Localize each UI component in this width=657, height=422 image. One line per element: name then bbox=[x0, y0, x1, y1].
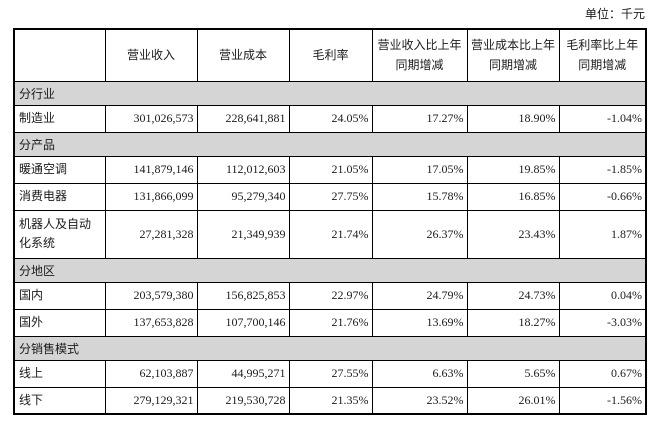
cell-margin: 27.55% bbox=[288, 359, 373, 388]
row-label: 消费电器 bbox=[13, 182, 106, 211]
cell-revenue: 141,879,146 bbox=[104, 155, 198, 184]
cell-cost-yoy: 18.27% bbox=[466, 308, 560, 337]
cell-revenue: 27,281,328 bbox=[104, 209, 198, 259]
cell-margin: 27.75% bbox=[288, 182, 373, 211]
cell-cost: 219,530,728 bbox=[196, 386, 290, 415]
row-label: 制造业 bbox=[13, 104, 106, 133]
table-row-manufacturing: 制造业 301,026,573 228,641,881 24.05% 17.27… bbox=[13, 104, 647, 133]
cell-cost: 44,995,271 bbox=[196, 359, 290, 388]
section-title: 分产品 bbox=[13, 131, 647, 157]
table-row-overseas: 国外 137,653,828 107,700,146 21.76% 13.69%… bbox=[13, 308, 647, 337]
cell-cost-yoy: 16.85% bbox=[466, 182, 560, 211]
table-row-hvac: 暖通空调 141,879,146 112,012,603 21.05% 17.0… bbox=[13, 155, 647, 184]
cell-margin-yoy: 0.04% bbox=[558, 281, 647, 310]
cell-margin-yoy: -3.03% bbox=[558, 308, 647, 337]
section-header-row-industry: 分行业 bbox=[13, 80, 647, 106]
header-margin-yoy: 毛利率比上年同期增减 bbox=[558, 28, 647, 82]
cell-revenue: 203,579,380 bbox=[104, 281, 198, 310]
cell-cost: 21,349,939 bbox=[196, 209, 290, 259]
segment-report-table: 营业收入 营业成本 毛利率 营业收入比上年同期增减 营业成本比上年同期增减 毛利… bbox=[13, 28, 647, 415]
row-label: 机器人及自动化系统 bbox=[13, 209, 106, 259]
cell-margin-yoy: -0.66% bbox=[558, 182, 647, 211]
cell-cost: 112,012,603 bbox=[196, 155, 290, 184]
cell-revenue-yoy: 24.79% bbox=[371, 281, 468, 310]
cell-revenue: 301,026,573 bbox=[104, 104, 198, 133]
cell-margin: 21.74% bbox=[288, 209, 373, 259]
header-corner-cell bbox=[13, 28, 106, 82]
cell-cost: 107,700,146 bbox=[196, 308, 290, 337]
row-label: 线下 bbox=[13, 386, 106, 415]
row-label: 国外 bbox=[13, 308, 106, 337]
section-header-row-region: 分地区 bbox=[13, 257, 647, 283]
cell-cost: 95,279,340 bbox=[196, 182, 290, 211]
table-row-offline: 线下 279,129,321 219,530,728 21.35% 23.52%… bbox=[13, 386, 647, 415]
cell-margin-yoy: 1.87% bbox=[558, 209, 647, 259]
cell-revenue-yoy: 23.52% bbox=[371, 386, 468, 415]
cell-cost-yoy: 23.43% bbox=[466, 209, 560, 259]
cell-revenue-yoy: 15.78% bbox=[371, 182, 468, 211]
header-cost: 营业成本 bbox=[196, 28, 290, 82]
section-title: 分行业 bbox=[13, 80, 647, 106]
section-header-row-sales-model: 分销售模式 bbox=[13, 335, 647, 361]
table-row-online: 线上 62,103,887 44,995,271 27.55% 6.63% 5.… bbox=[13, 359, 647, 388]
section-header-row-product: 分产品 bbox=[13, 131, 647, 157]
cell-cost-yoy: 19.85% bbox=[466, 155, 560, 184]
cell-margin: 21.05% bbox=[288, 155, 373, 184]
cell-cost-yoy: 26.01% bbox=[466, 386, 560, 415]
row-label: 线上 bbox=[13, 359, 106, 388]
cell-cost: 156,825,853 bbox=[196, 281, 290, 310]
row-label: 国内 bbox=[13, 281, 106, 310]
row-label: 暖通空调 bbox=[13, 155, 106, 184]
header-cost-yoy: 营业成本比上年同期增减 bbox=[466, 28, 560, 82]
cell-margin: 22.97% bbox=[288, 281, 373, 310]
cell-cost-yoy: 24.73% bbox=[466, 281, 560, 310]
section-title: 分销售模式 bbox=[13, 335, 647, 361]
table-row-robotics: 机器人及自动化系统 27,281,328 21,349,939 21.74% 2… bbox=[13, 209, 647, 259]
cell-cost-yoy: 18.90% bbox=[466, 104, 560, 133]
cell-margin-yoy: -1.04% bbox=[558, 104, 647, 133]
cell-revenue-yoy: 26.37% bbox=[371, 209, 468, 259]
table-header-row: 营业收入 营业成本 毛利率 营业收入比上年同期增减 营业成本比上年同期增减 毛利… bbox=[13, 28, 647, 82]
section-title: 分地区 bbox=[13, 257, 647, 283]
cell-revenue-yoy: 17.05% bbox=[371, 155, 468, 184]
cell-cost-yoy: 5.65% bbox=[466, 359, 560, 388]
cell-margin: 21.76% bbox=[288, 308, 373, 337]
unit-label: 单位：千元 bbox=[584, 7, 645, 21]
cell-revenue-yoy: 6.63% bbox=[371, 359, 468, 388]
cell-margin: 21.35% bbox=[288, 386, 373, 415]
header-revenue-yoy: 营业收入比上年同期增减 bbox=[371, 28, 468, 82]
table-row-domestic: 国内 203,579,380 156,825,853 22.97% 24.79%… bbox=[13, 281, 647, 310]
cell-cost: 228,641,881 bbox=[196, 104, 290, 133]
cell-revenue-yoy: 17.27% bbox=[371, 104, 468, 133]
table-row-consumer-appliances: 消费电器 131,866,099 95,279,340 27.75% 15.78… bbox=[13, 182, 647, 211]
cell-margin-yoy: -1.85% bbox=[558, 155, 647, 184]
cell-margin: 24.05% bbox=[288, 104, 373, 133]
cell-revenue-yoy: 13.69% bbox=[371, 308, 468, 337]
header-margin: 毛利率 bbox=[288, 28, 373, 82]
cell-revenue: 131,866,099 bbox=[104, 182, 198, 211]
cell-revenue: 137,653,828 bbox=[104, 308, 198, 337]
cell-revenue: 62,103,887 bbox=[104, 359, 198, 388]
cell-revenue: 279,129,321 bbox=[104, 386, 198, 415]
cell-margin-yoy: 0.67% bbox=[558, 359, 647, 388]
header-revenue: 营业收入 bbox=[104, 28, 198, 82]
cell-margin-yoy: -1.56% bbox=[558, 386, 647, 415]
